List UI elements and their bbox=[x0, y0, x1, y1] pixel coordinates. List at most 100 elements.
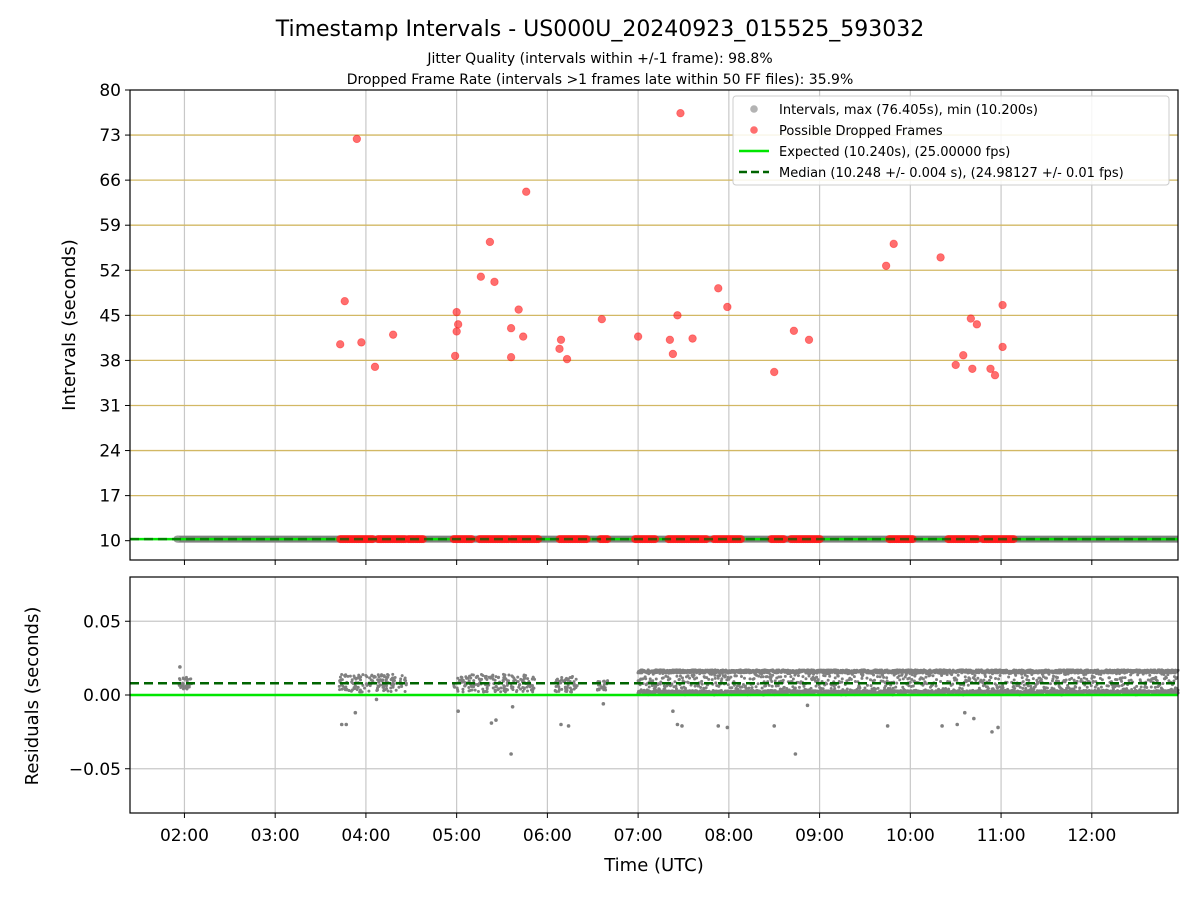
residual-point bbox=[404, 683, 408, 687]
x-tick-label: 07:00 bbox=[614, 826, 663, 846]
residual-outlier-point bbox=[793, 752, 798, 756]
residual-point bbox=[939, 680, 943, 684]
residual-point bbox=[923, 680, 927, 684]
dropped-frame-point bbox=[388, 330, 398, 339]
residual-point bbox=[849, 677, 853, 681]
residual-point bbox=[1013, 687, 1017, 691]
residual-point bbox=[647, 685, 651, 689]
residual-outlier-point bbox=[601, 702, 606, 706]
dropped-frame-point bbox=[889, 239, 898, 249]
residual-point bbox=[178, 678, 182, 682]
residual-point bbox=[782, 685, 786, 689]
residual-point bbox=[472, 679, 476, 683]
dropped-frame-point bbox=[352, 134, 362, 144]
residual-point bbox=[947, 687, 951, 691]
residual-point bbox=[404, 679, 408, 683]
residual-point bbox=[742, 676, 746, 680]
residual-point bbox=[891, 686, 895, 690]
residual-point bbox=[1051, 674, 1055, 678]
residual-point bbox=[526, 677, 530, 681]
residual-point bbox=[1089, 684, 1093, 688]
residual-point bbox=[1115, 678, 1119, 682]
residual-point bbox=[1007, 675, 1011, 679]
residual-point bbox=[1153, 685, 1157, 689]
residual-point bbox=[357, 673, 361, 677]
residual-point bbox=[878, 675, 882, 679]
residual-point bbox=[574, 677, 578, 681]
residual-point bbox=[380, 679, 384, 683]
legend-marker bbox=[750, 105, 758, 113]
x-tick-label: 06:00 bbox=[523, 826, 572, 846]
residual-point bbox=[760, 686, 764, 690]
residual-point bbox=[829, 686, 833, 690]
residual-point bbox=[555, 677, 559, 681]
residual-point bbox=[481, 687, 485, 691]
residual-point bbox=[675, 674, 679, 678]
residual-point bbox=[900, 672, 904, 676]
residual-point bbox=[403, 689, 407, 693]
residual-point bbox=[353, 687, 357, 691]
residual-point bbox=[352, 674, 356, 678]
residual-point bbox=[995, 683, 999, 687]
residual-outlier-point bbox=[671, 709, 675, 714]
residual-point bbox=[858, 686, 862, 690]
residual-point bbox=[391, 684, 395, 688]
x-tick-label: 04:00 bbox=[341, 826, 390, 846]
residual-point bbox=[951, 682, 955, 686]
residual-point bbox=[688, 676, 692, 680]
residual-point bbox=[518, 683, 522, 687]
residual-point bbox=[907, 684, 911, 688]
residual-point bbox=[797, 685, 801, 689]
residual-outlier-point bbox=[675, 722, 680, 727]
residual-point bbox=[730, 686, 734, 690]
dropped-frame-point bbox=[990, 371, 1000, 380]
x-tick-label: 11:00 bbox=[977, 826, 1026, 846]
residual-point bbox=[973, 674, 977, 678]
dropped-frame-point bbox=[522, 187, 531, 196]
residual-point bbox=[344, 673, 348, 677]
residual-point bbox=[485, 687, 489, 691]
residual-point bbox=[507, 679, 511, 683]
residual-point bbox=[928, 673, 932, 677]
intervals-y-tick-label: 80 bbox=[99, 81, 121, 101]
residual-point bbox=[881, 673, 885, 677]
residual-point bbox=[998, 674, 1002, 678]
residual-point bbox=[563, 678, 567, 682]
residual-point bbox=[1149, 679, 1153, 683]
residual-point bbox=[776, 684, 780, 688]
residual-point bbox=[1090, 676, 1094, 680]
residual-point bbox=[796, 680, 800, 684]
residual-point bbox=[707, 677, 711, 681]
residual-point bbox=[931, 674, 935, 678]
residual-point bbox=[531, 688, 535, 692]
residual-point bbox=[347, 689, 351, 693]
residual-point bbox=[903, 675, 907, 679]
residual-point bbox=[668, 677, 672, 681]
residual-point bbox=[566, 677, 570, 681]
intervals-y-tick-label: 66 bbox=[99, 171, 121, 191]
residual-point bbox=[1172, 679, 1176, 683]
residual-point bbox=[509, 684, 513, 688]
residual-point bbox=[925, 682, 929, 686]
residual-point bbox=[974, 678, 978, 682]
residual-point bbox=[1029, 686, 1033, 690]
legend-label: Possible Dropped Frames bbox=[779, 124, 943, 139]
residual-point bbox=[399, 677, 403, 681]
residual-point bbox=[525, 685, 529, 689]
residual-point bbox=[337, 684, 341, 688]
residual-point bbox=[958, 686, 962, 690]
residual-point bbox=[1085, 677, 1089, 681]
residual-point bbox=[1070, 676, 1074, 680]
residual-outlier-point bbox=[972, 716, 976, 721]
residual-point bbox=[530, 677, 534, 681]
residual-point bbox=[833, 676, 837, 680]
dropped-frame-point bbox=[998, 300, 1007, 310]
residual-point bbox=[968, 677, 972, 681]
residual-point bbox=[189, 677, 193, 681]
residual-point bbox=[757, 674, 761, 678]
residual-point bbox=[403, 676, 407, 680]
residual-point bbox=[836, 674, 840, 678]
residual-point bbox=[1045, 686, 1049, 690]
residual-point bbox=[1125, 687, 1129, 691]
dropped-frame-point bbox=[555, 344, 564, 354]
